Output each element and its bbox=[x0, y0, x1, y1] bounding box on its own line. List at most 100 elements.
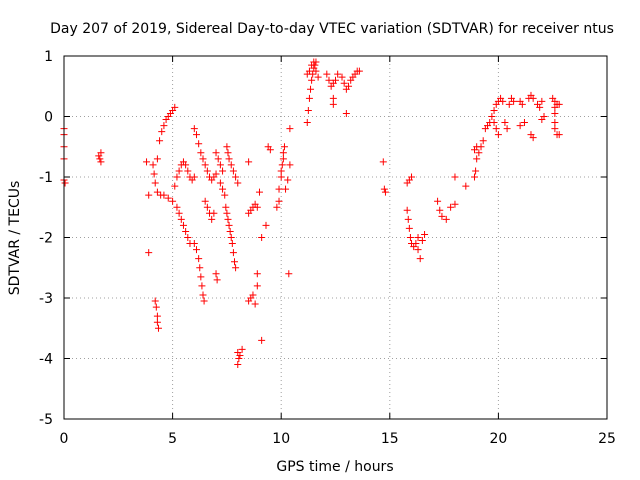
data-point bbox=[490, 106, 498, 114]
data-point bbox=[329, 100, 337, 108]
data-point bbox=[501, 119, 509, 127]
x-tick-label: 25 bbox=[598, 431, 616, 447]
data-point bbox=[225, 155, 233, 163]
data-point bbox=[175, 167, 183, 175]
data-point bbox=[190, 240, 198, 248]
data-point bbox=[406, 234, 414, 241]
data-point bbox=[245, 158, 253, 166]
data-point bbox=[307, 85, 315, 93]
y-tick-label: -5 bbox=[39, 412, 53, 428]
data-point bbox=[462, 182, 470, 190]
data-point bbox=[275, 197, 283, 205]
data-point bbox=[153, 318, 161, 326]
data-point bbox=[275, 185, 283, 193]
data-point bbox=[192, 131, 200, 139]
chart-title: Day 207 of 2019, Sidereal Day-to-day VTE… bbox=[50, 21, 614, 37]
data-point bbox=[551, 103, 559, 111]
data-point bbox=[171, 182, 179, 190]
data-point bbox=[286, 161, 294, 169]
data-point bbox=[555, 100, 563, 108]
data-point bbox=[488, 113, 496, 120]
data-point bbox=[442, 215, 450, 223]
data-point bbox=[235, 355, 243, 362]
data-point bbox=[97, 158, 105, 166]
data-point bbox=[421, 230, 429, 238]
data-point bbox=[414, 246, 422, 254]
data-point bbox=[451, 200, 459, 208]
data-point bbox=[216, 161, 224, 169]
data-point bbox=[179, 221, 187, 229]
data-point bbox=[175, 209, 183, 217]
data-point bbox=[199, 291, 207, 299]
y-tick-label: -2 bbox=[39, 231, 53, 247]
data-point bbox=[201, 197, 209, 205]
data-point bbox=[479, 137, 487, 145]
data-point bbox=[226, 227, 234, 235]
data-point bbox=[190, 125, 198, 133]
data-point bbox=[219, 185, 227, 193]
data-point bbox=[145, 191, 153, 199]
data-point bbox=[223, 143, 231, 151]
grid bbox=[64, 56, 607, 419]
data-point bbox=[305, 94, 313, 102]
data-point bbox=[198, 282, 206, 290]
plot-frame bbox=[63, 55, 608, 420]
data-point bbox=[380, 185, 388, 193]
data-point bbox=[210, 209, 218, 217]
data-point bbox=[258, 336, 266, 344]
data-point bbox=[173, 203, 181, 211]
data-point bbox=[224, 215, 232, 223]
data-point bbox=[229, 167, 237, 175]
data-point bbox=[192, 246, 200, 254]
data-point bbox=[164, 194, 172, 202]
data-point bbox=[150, 170, 158, 178]
data-point bbox=[355, 67, 363, 75]
data-point bbox=[312, 67, 320, 75]
data-point bbox=[404, 215, 412, 223]
data-point bbox=[253, 270, 261, 278]
data-point bbox=[203, 167, 211, 175]
data-point bbox=[253, 203, 261, 211]
data-point bbox=[214, 155, 222, 163]
data-point bbox=[408, 173, 416, 181]
data-point bbox=[334, 70, 342, 78]
data-point bbox=[223, 209, 231, 217]
data-point bbox=[196, 264, 204, 272]
x-tick-label: 15 bbox=[381, 431, 399, 447]
data-point bbox=[153, 188, 161, 196]
data-point bbox=[447, 203, 455, 211]
data-point bbox=[438, 212, 446, 220]
y-tick-label: 1 bbox=[44, 49, 53, 65]
data-point bbox=[232, 264, 240, 272]
data-point bbox=[153, 155, 161, 163]
x-tick-label: 10 bbox=[272, 431, 290, 447]
data-point bbox=[151, 297, 159, 305]
data-point bbox=[253, 282, 261, 290]
data-point bbox=[231, 258, 239, 266]
data-point bbox=[182, 161, 190, 169]
data-point bbox=[232, 173, 240, 181]
data-point bbox=[536, 103, 544, 111]
data-point bbox=[381, 188, 389, 196]
data-point bbox=[227, 234, 235, 241]
data-point bbox=[338, 73, 346, 81]
data-point bbox=[314, 73, 322, 81]
data-point bbox=[151, 179, 159, 187]
data-point bbox=[255, 188, 263, 196]
data-point bbox=[195, 255, 203, 263]
data-point bbox=[286, 125, 294, 133]
data-point bbox=[405, 224, 413, 232]
data-point bbox=[216, 179, 224, 187]
data-point bbox=[212, 170, 220, 178]
data-point bbox=[158, 128, 166, 136]
data-point bbox=[434, 197, 442, 205]
data-point bbox=[225, 221, 233, 229]
y-tick-label: -1 bbox=[39, 170, 53, 186]
data-point bbox=[473, 143, 481, 151]
data-point bbox=[329, 94, 337, 102]
data-point bbox=[538, 97, 546, 105]
data-point bbox=[213, 276, 221, 284]
data-point bbox=[236, 351, 244, 359]
data-point bbox=[234, 361, 242, 369]
y-tick-label: -3 bbox=[39, 291, 53, 307]
